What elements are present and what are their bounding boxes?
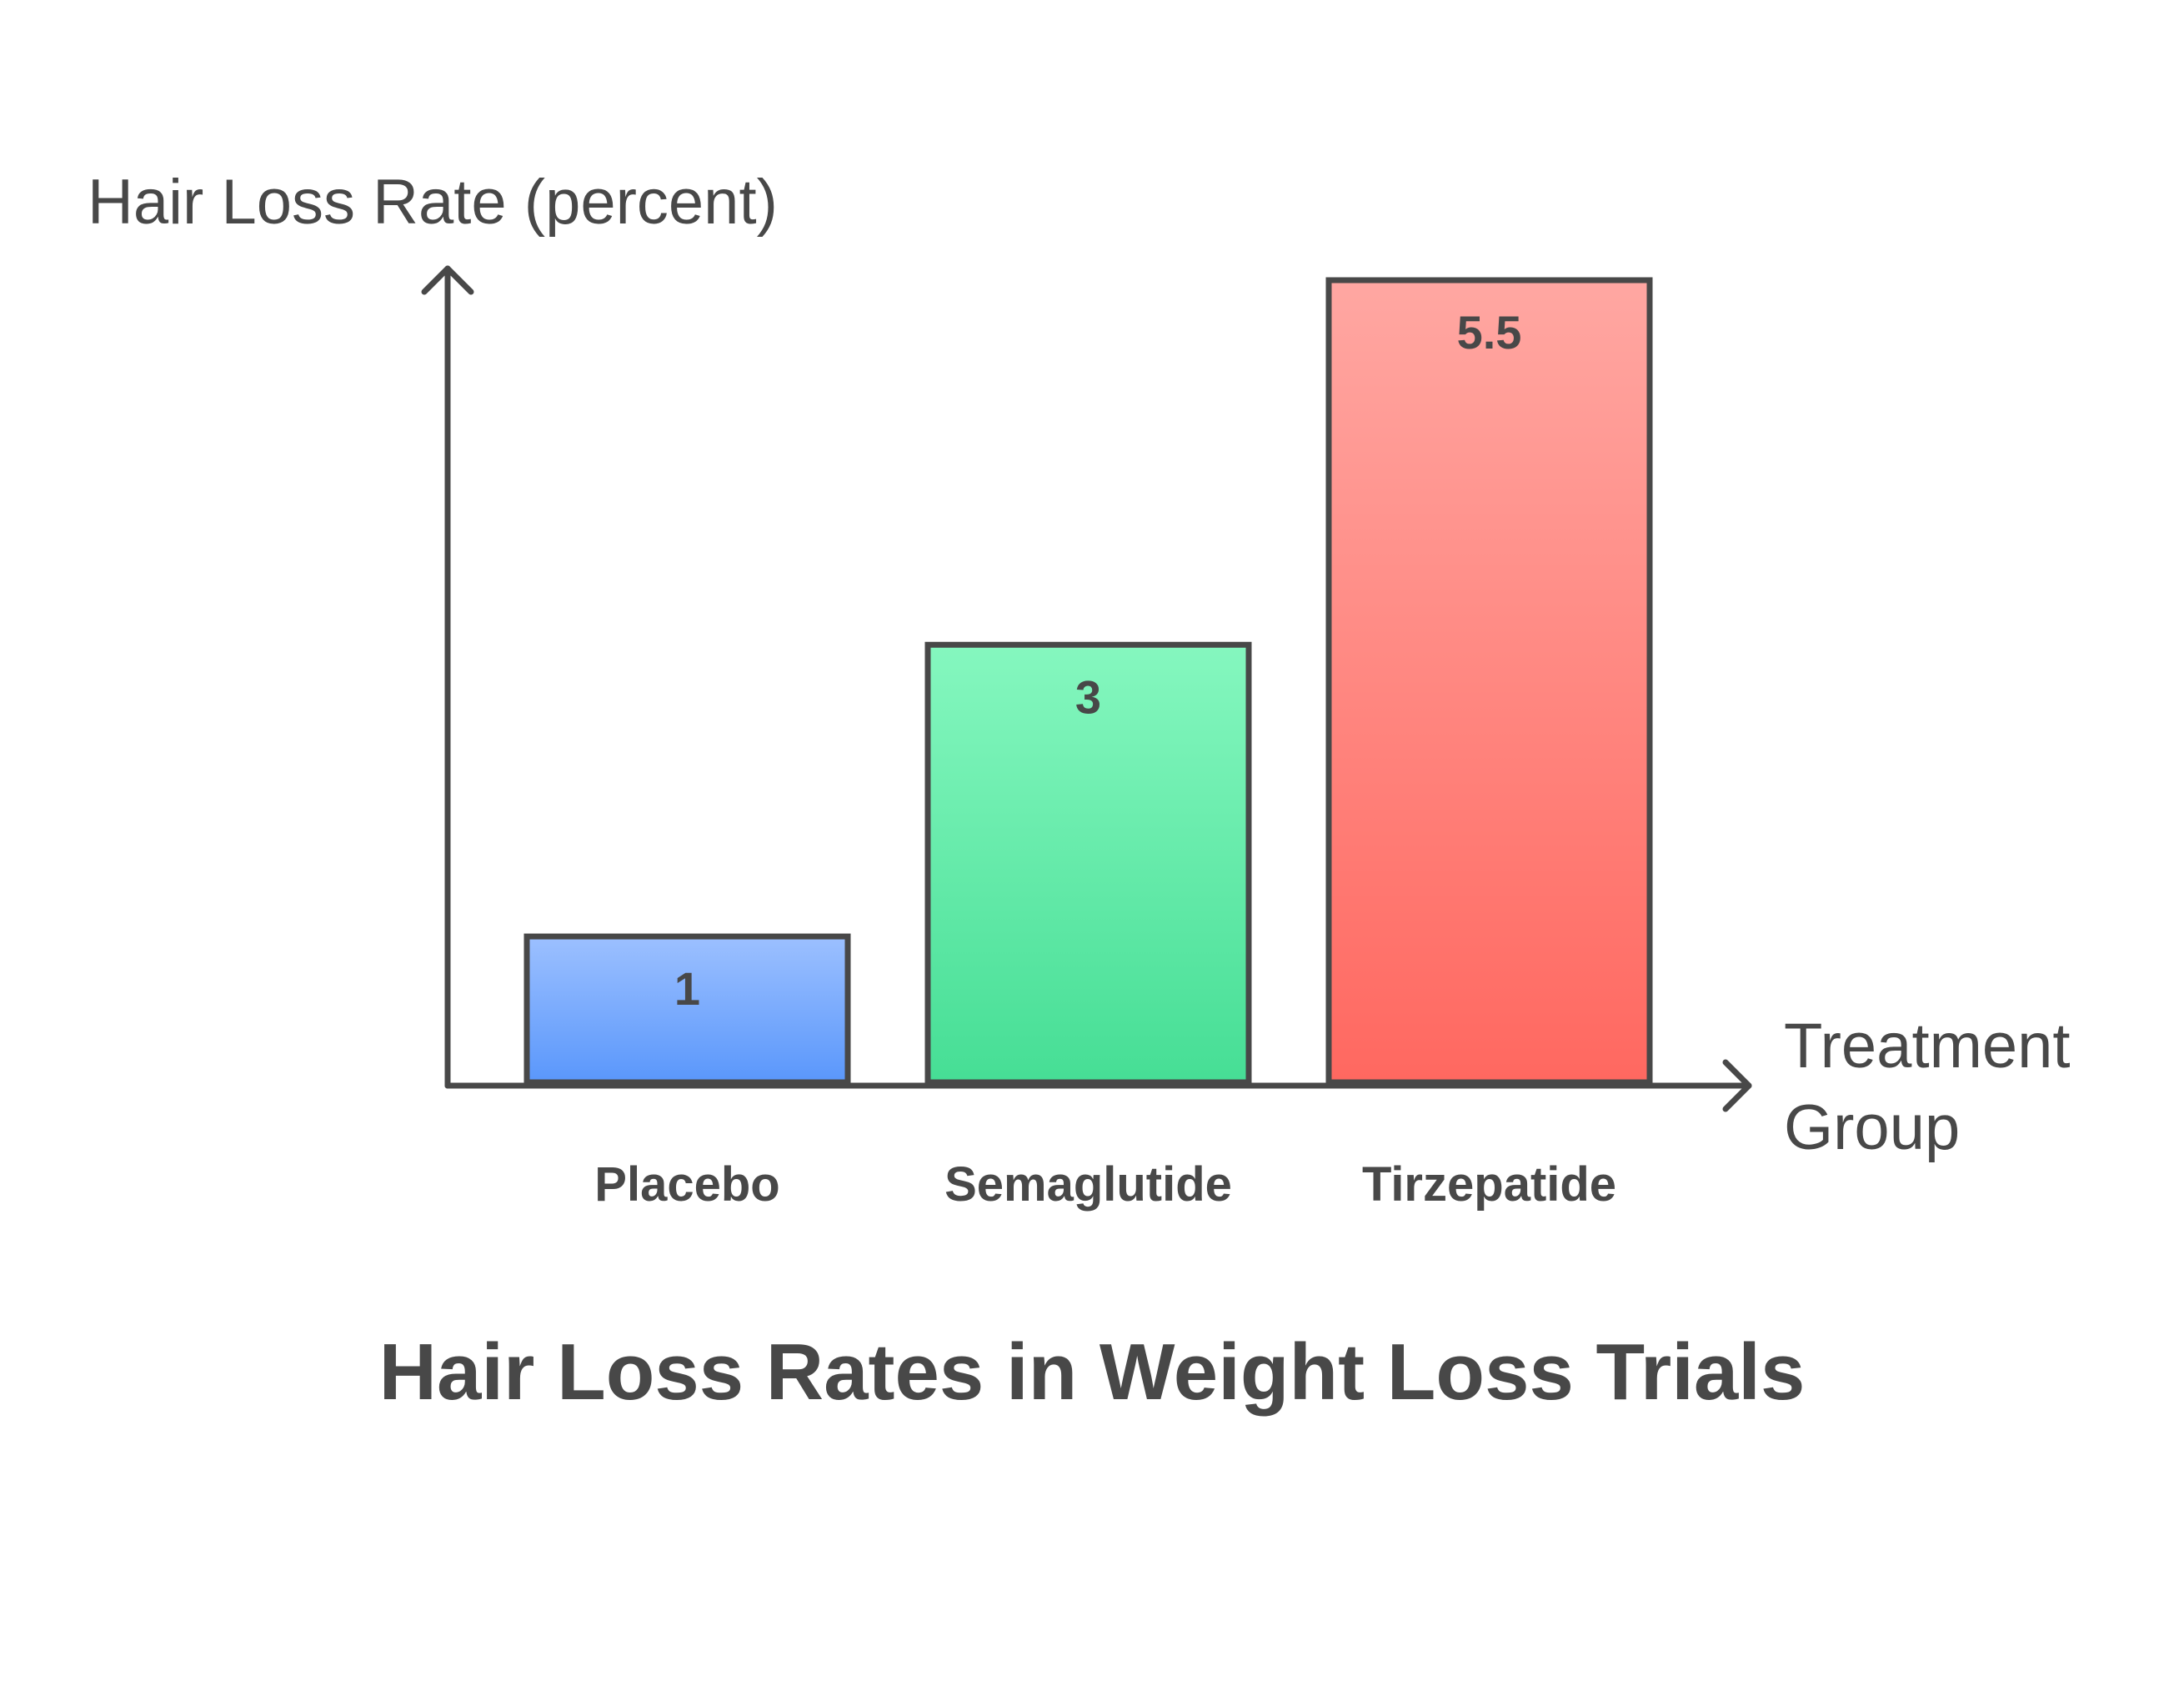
x-axis-arrow [1722,1059,1752,1112]
y-axis-arrow [421,265,474,295]
x-axis-label-line-2: Group [1784,1092,1960,1163]
y-axis-label: Hair Loss Rate (percent) [88,167,778,238]
bars: 135.5 [523,277,1653,1086]
chart-title: Hair Loss Rates in Weight Loss Trials [378,1327,1806,1417]
value-label-tirzepatide: 5.5 [1457,306,1522,359]
bar-placebo [523,933,851,1086]
category-label-tirzepatide: Tirzepatide [1362,1157,1616,1212]
x-axis-label-line-1: Treatment [1784,1011,2071,1081]
category-label-semaglutide: Semaglutide [944,1157,1232,1212]
value-label-semaglutide: 3 [1075,670,1101,723]
category-labels: Placebo Semaglutide Tirzepatide [594,1157,1616,1212]
bar-semaglutide [924,641,1252,1086]
value-label-placebo: 1 [674,962,700,1015]
category-label-placebo: Placebo [594,1157,779,1212]
bar-tirzepatide [1325,277,1653,1086]
